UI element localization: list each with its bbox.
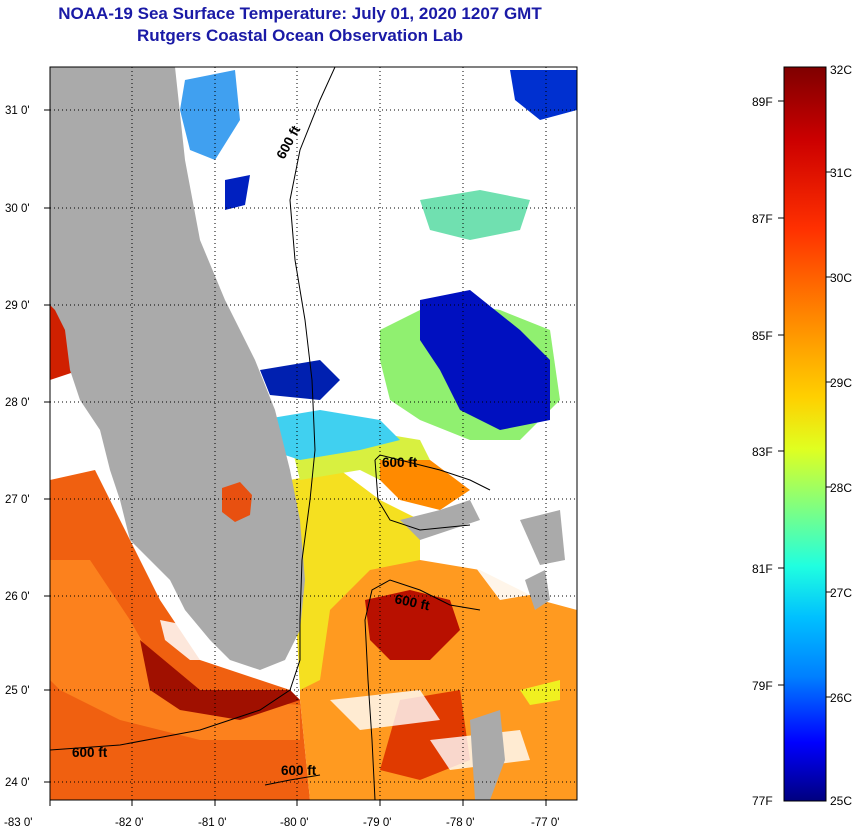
colorbar-celsius-label: 28C — [830, 481, 852, 495]
contour-label-great-bahama: 600 ft — [393, 591, 431, 613]
lat-label: 29 0' — [5, 300, 30, 312]
florida-peninsula — [50, 67, 305, 670]
little-bahama-warm-water — [380, 460, 470, 510]
isobath-600ft-little-bahama — [374, 454, 491, 491]
lat-label: 26 0' — [5, 591, 30, 603]
abaco-land — [520, 510, 565, 565]
lake-okeechobee — [222, 482, 252, 522]
contour-label-gulf: 600 ft — [72, 745, 108, 760]
lat-label: 24 0' — [5, 777, 30, 789]
colorbar-celsius-label: 29C — [830, 376, 852, 390]
colorbar-celsius-label: 26C — [830, 691, 852, 705]
colorbar-celsius-label: 30C — [830, 271, 852, 285]
colorbar-celsius-label: 31C — [830, 166, 852, 180]
lon-label: -81 0' — [198, 817, 226, 829]
lat-label: 30 0' — [5, 203, 30, 215]
lon-label: -83 0' — [4, 817, 32, 829]
map-frame — [49, 66, 578, 801]
contour-label-south: 600 ft — [281, 763, 317, 778]
lat-label: 27 0' — [5, 494, 30, 506]
northern-blue-water — [180, 70, 240, 160]
gulf-orange-band — [50, 560, 300, 740]
map-title: NOAA-19 Sea Surface Temperature: July 01… — [58, 4, 542, 23]
keys-hot-water — [140, 640, 300, 720]
colorbar-fahrenheit-label: 83F — [752, 445, 773, 459]
colorbar-fahrenheit-label: 79F — [752, 679, 773, 693]
sst-field: 600 ft 600 ft 600 ft 600 ft 600 ft — [50, 67, 577, 800]
atlantic-deep-blue — [420, 290, 550, 430]
isobath-600ft-florida — [50, 67, 336, 751]
isobath-600ft-little-bahama-south — [374, 459, 471, 531]
axis-ticks — [44, 109, 547, 806]
colorbar-fahrenheit-label: 87F — [752, 212, 773, 226]
lon-label: -80 0' — [280, 817, 308, 829]
lat-label: 28 0' — [5, 397, 30, 409]
lon-label: -79 0' — [363, 817, 391, 829]
southeast-yellow-patch — [520, 680, 560, 705]
colorbar-fahrenheit-label: 85F — [752, 329, 773, 343]
cloud-streak — [330, 690, 440, 730]
colorbar — [783, 66, 827, 802]
bahama-bank-hot-water — [365, 590, 460, 660]
lat-label: 25 0' — [5, 685, 30, 697]
colorbar-fahrenheit-label: 89F — [752, 95, 773, 109]
colorbar-fahrenheit-label: 81F — [752, 562, 773, 576]
colorbar-celsius-label: 25C — [830, 794, 852, 808]
colorbar-celsius-label: 27C — [830, 586, 852, 600]
lon-label: -82 0' — [115, 817, 143, 829]
colorbar-celsius-label: 32C — [830, 63, 852, 77]
lat-label: 31 0' — [5, 105, 30, 117]
northeast-blue-patch — [510, 70, 577, 120]
isobath-600ft-great-bahama — [364, 579, 481, 800]
coastal-blue — [260, 360, 340, 400]
bahama-island-land — [470, 710, 505, 800]
andros-land — [525, 570, 550, 610]
cloud-streak — [160, 620, 230, 660]
cyan-band — [260, 410, 400, 460]
colorbar-ticks — [778, 100, 832, 698]
lon-label: -78 0' — [446, 817, 474, 829]
map-subtitle: Rutgers Coastal Ocean Observation Lab — [137, 26, 463, 45]
gulf-stream-yellow — [290, 470, 420, 690]
isobath-600ft-south — [264, 774, 321, 786]
lon-label: -77 0' — [531, 817, 559, 829]
northern-green-patch — [420, 190, 530, 240]
contour-label-little-bahama: 600 ft — [382, 455, 418, 470]
colorbar-fahrenheit-label: 77F — [752, 794, 773, 808]
small-blue-patch — [225, 175, 250, 210]
